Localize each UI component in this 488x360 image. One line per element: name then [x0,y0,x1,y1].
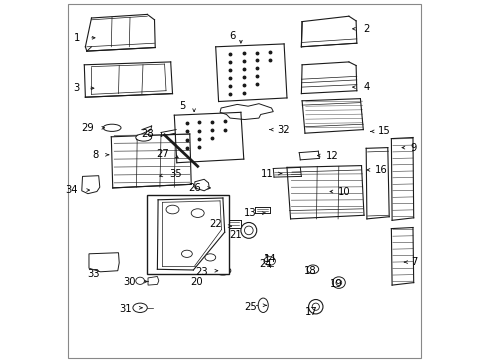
Ellipse shape [311,303,319,310]
Ellipse shape [191,209,204,217]
Text: 26: 26 [187,183,200,193]
Ellipse shape [244,226,253,235]
Ellipse shape [133,303,147,312]
Text: 16: 16 [374,165,387,175]
Ellipse shape [136,277,144,284]
Ellipse shape [103,124,121,131]
Text: 17: 17 [305,307,317,318]
Text: 23: 23 [195,267,207,277]
Text: 24: 24 [259,258,271,269]
Text: 18: 18 [304,266,316,276]
Ellipse shape [136,134,151,141]
Text: 21: 21 [229,230,242,240]
Text: 2: 2 [363,24,369,34]
Text: 12: 12 [325,150,338,161]
Text: 28: 28 [142,129,154,139]
Ellipse shape [241,222,256,238]
Ellipse shape [258,298,268,312]
Text: 8: 8 [92,150,99,160]
Text: 9: 9 [409,143,416,153]
Text: 35: 35 [169,168,182,179]
Text: 33: 33 [87,269,100,279]
Text: 4: 4 [363,82,369,92]
Text: 25: 25 [244,302,257,312]
Text: 1: 1 [74,33,81,43]
Text: 3: 3 [73,83,80,93]
Ellipse shape [332,277,345,288]
Text: 7: 7 [410,257,416,267]
Ellipse shape [166,205,179,214]
Text: 22: 22 [209,219,222,229]
Text: 31: 31 [119,304,132,314]
Text: 5: 5 [178,101,185,111]
Text: 11: 11 [260,168,273,179]
Text: 20: 20 [190,276,203,287]
Ellipse shape [204,254,215,261]
Ellipse shape [306,265,318,274]
Ellipse shape [264,257,275,265]
Text: 13: 13 [243,208,256,218]
Text: 30: 30 [123,276,136,287]
Text: 6: 6 [229,31,235,41]
Text: 32: 32 [277,125,290,135]
Text: 14: 14 [263,254,275,264]
Text: 19: 19 [329,279,342,289]
Text: 34: 34 [65,185,78,195]
Text: 10: 10 [337,186,350,197]
Ellipse shape [308,300,322,314]
Text: 27: 27 [156,149,168,159]
Ellipse shape [181,250,192,257]
Text: 15: 15 [377,126,389,136]
Ellipse shape [335,280,341,285]
Bar [146,195,229,274]
Ellipse shape [215,266,230,275]
Text: 29: 29 [81,123,94,133]
